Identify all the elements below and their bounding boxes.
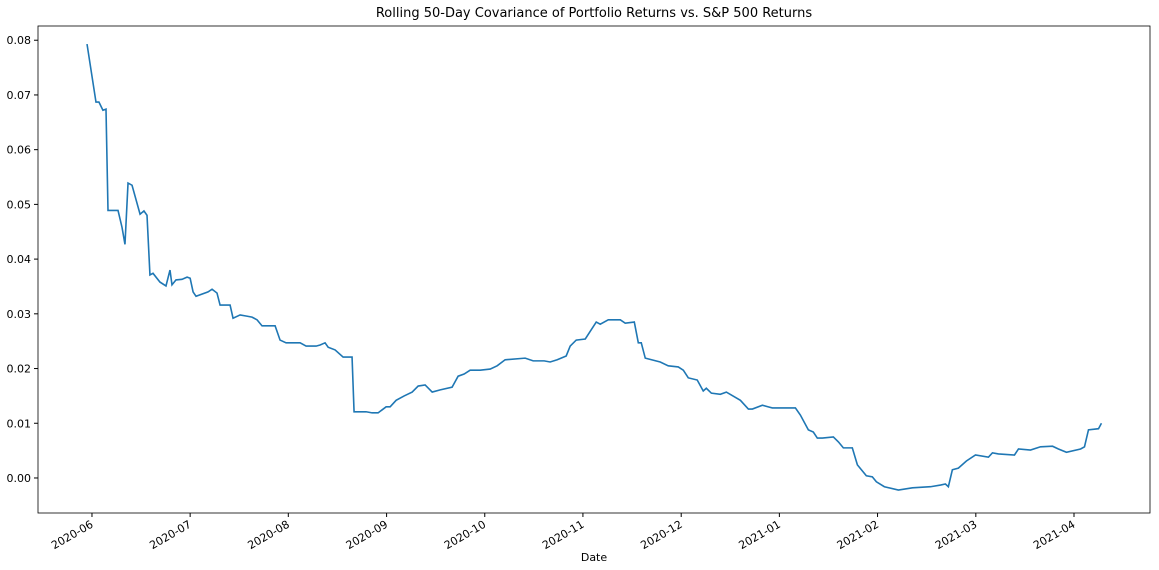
y-tick-label: 0.03 [7, 308, 32, 321]
y-tick-label: 0.07 [7, 89, 32, 102]
y-tick-label: 0.04 [7, 253, 32, 266]
x-tick-label: 2021-04 [1031, 518, 1077, 552]
x-axis-label: Date [581, 551, 608, 564]
x-tick-label: 2020-08 [245, 518, 291, 552]
line [86, 43, 1103, 491]
y-tick-label: 0.08 [7, 34, 32, 47]
x-tick-label: 2021-01 [737, 518, 783, 552]
y-tick-label: 0.06 [7, 144, 32, 157]
x-tick-label: 2020-10 [442, 518, 488, 552]
y-tick-label: 0.01 [7, 417, 32, 430]
y-tick-label: 0.05 [7, 198, 32, 211]
plot-frame [37, 25, 1151, 514]
x-tick-label: 2020-12 [638, 518, 684, 552]
y-tick-label: 0.02 [7, 363, 32, 376]
x-tick-label: 2021-02 [835, 518, 881, 552]
x-tick-label: 2020-06 [49, 518, 95, 552]
x-tick-label: 2021-03 [933, 518, 979, 552]
x-tick-label: 2020-07 [147, 518, 193, 552]
x-tick-label: 2020-11 [540, 518, 586, 552]
x-tick-label: 2020-09 [344, 518, 390, 552]
y-tick-label: 0.00 [7, 472, 32, 485]
chart-title: Rolling 50-Day Covariance of Portfolio R… [376, 6, 813, 21]
